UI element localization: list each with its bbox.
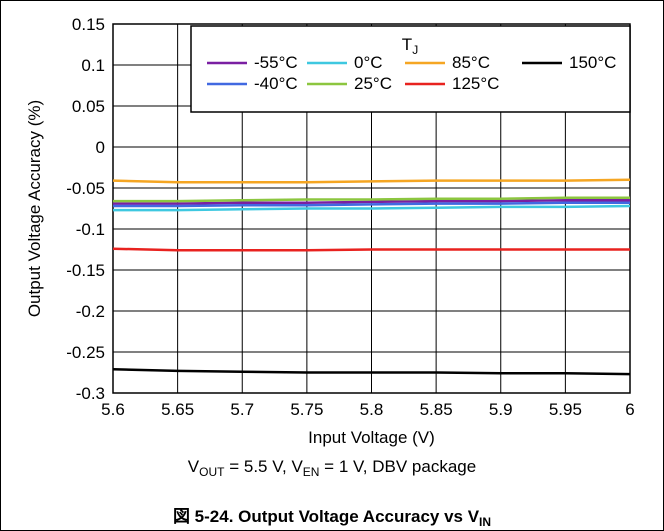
caption-vout: V (187, 457, 200, 476)
x-tick-label: 5.9 (489, 400, 513, 419)
x-tick-label: 5.8 (360, 400, 384, 419)
x-tick-label: 5.75 (290, 400, 323, 419)
y-tick-label: 0.1 (81, 56, 105, 75)
series-line (113, 199, 630, 205)
figure-title-text: 図 5-24. Output Voltage Accuracy vs V (172, 507, 480, 526)
x-tick-label: 6 (625, 400, 634, 419)
y-tick-label: 0.15 (72, 15, 105, 34)
figure-title: 図 5-24. Output Voltage Accuracy vs VIN (0, 502, 664, 529)
series-line (113, 196, 630, 203)
x-tick-label: 5.6 (101, 400, 125, 419)
y-tick-label: -0.25 (66, 343, 105, 362)
caption-ven-rest: = 1 V, DBV package (319, 457, 477, 476)
x-tick-label: 5.85 (420, 400, 453, 419)
series-line (112, 178, 631, 184)
legend-label: 0°C (354, 53, 383, 72)
y-tick-label: -0.2 (76, 302, 105, 321)
legend-label: -55°C (254, 53, 298, 72)
x-tick-label: 5.65 (161, 400, 194, 419)
x-axis-label: Input Voltage (V) (308, 428, 435, 447)
y-tick-label: -0.05 (66, 179, 105, 198)
y-axis-label: Output Voltage Accuracy (%) (25, 100, 44, 317)
legend-label: 25°C (354, 74, 392, 93)
x-tick-label: 5.7 (230, 400, 254, 419)
legend-label: 125°C (452, 74, 499, 93)
series-line (112, 367, 631, 376)
figure-title-sub: IN (479, 515, 492, 529)
plot-area (112, 23, 631, 394)
y-tick-label: 0.05 (72, 97, 105, 116)
y-tick-label: -0.15 (66, 261, 105, 280)
y-tick-label: -0.3 (76, 384, 105, 403)
legend-label: 85°C (452, 53, 490, 72)
series-line (112, 247, 630, 252)
legend-title: TJ (402, 35, 418, 57)
caption-vout-rest: = 5.5 V, V (224, 457, 303, 476)
series-line (113, 204, 631, 212)
caption-vout-sub: OUT (199, 465, 225, 479)
y-tick-label: -0.1 (76, 220, 105, 239)
series-line (113, 201, 630, 208)
legend-label: 150°C (569, 53, 616, 72)
x-tick-label: 5.95 (549, 400, 582, 419)
y-tick-label: 0 (96, 138, 105, 157)
legend-label: -40°C (254, 74, 298, 93)
chart-caption: VOUT = 5.5 V, VEN = 1 V, DBV package (0, 457, 664, 479)
legend-box (190, 25, 631, 113)
caption-ven-sub: EN (302, 465, 320, 479)
